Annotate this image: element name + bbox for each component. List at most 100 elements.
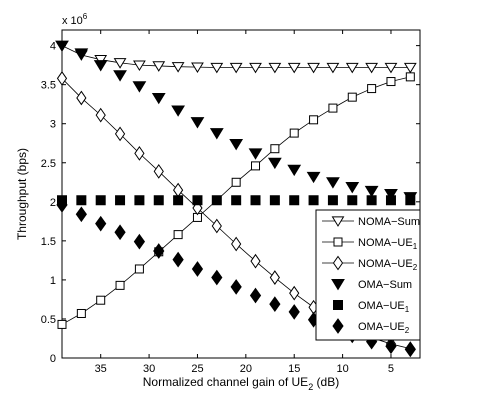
data-point — [114, 224, 126, 241]
data-point — [134, 146, 145, 161]
x-axis-title-unit: (dB) — [313, 375, 339, 389]
data-point — [211, 195, 222, 206]
data-point — [211, 269, 223, 286]
data-point — [173, 230, 183, 240]
data-point — [248, 148, 263, 160]
data-point — [171, 62, 185, 73]
data-point — [192, 195, 203, 206]
data-point — [133, 233, 146, 250]
data-point — [347, 92, 357, 102]
x-axis-title: Normalized channel gain of UE2 (dB) — [143, 375, 339, 392]
legend-label-main: OMA−UE — [358, 321, 405, 333]
data-point — [133, 60, 146, 72]
series-layer — [55, 40, 418, 358]
legend-label-subscript: 1 — [413, 242, 418, 251]
legend-label: NOMA−UE2 — [358, 258, 418, 272]
x-tick-label: 20 — [240, 363, 252, 375]
legend-item-1: NOMA−Sum — [322, 216, 420, 228]
data-point — [209, 128, 224, 140]
y-tick-label: 2 — [50, 197, 56, 209]
legend-marker — [333, 237, 343, 247]
data-point — [328, 103, 338, 113]
data-point — [113, 70, 127, 82]
data-point — [153, 243, 165, 259]
y-tick-label: 4 — [50, 41, 56, 53]
y-tick-label: 3.5 — [41, 80, 56, 92]
data-point — [171, 105, 185, 117]
legend-label: OMA−Sum — [358, 279, 412, 291]
data-point — [56, 197, 68, 213]
data-point — [364, 185, 379, 198]
data-point — [211, 218, 222, 234]
data-point — [191, 261, 204, 277]
data-point — [231, 195, 242, 206]
data-point — [367, 84, 377, 94]
x-axis-title-main: Normalized channel gain of UE — [143, 375, 308, 389]
data-point — [307, 62, 320, 74]
data-point — [269, 195, 280, 206]
legend-item-4: OMA−Sum — [331, 279, 412, 291]
data-point — [95, 107, 106, 123]
data-point — [249, 287, 262, 304]
data-point — [173, 195, 184, 206]
data-point — [306, 171, 321, 184]
legend-label-subscript: 1 — [405, 305, 410, 314]
y-tick-label: 3 — [50, 119, 56, 131]
legend-label: NOMA−UE1 — [358, 237, 418, 251]
y-tick-label: 0 — [50, 353, 56, 365]
data-point — [289, 128, 299, 138]
data-point — [384, 62, 398, 74]
data-point — [57, 319, 67, 329]
y-tick-label: 1.5 — [41, 236, 56, 248]
data-point — [93, 60, 108, 72]
data-point — [115, 195, 126, 206]
legend-item-6: OMA−UE2 — [332, 318, 410, 335]
legend-label: OMA−UE2 — [358, 321, 410, 335]
data-point — [327, 195, 338, 206]
legend-items: NOMA−SumNOMA−UE1NOMA−UE2OMA−SumOMA−UE1OM… — [322, 216, 420, 335]
data-point — [76, 90, 87, 106]
data-point — [345, 181, 360, 194]
y-tick-label: 1 — [50, 275, 56, 287]
legend-marker — [333, 300, 343, 310]
y-tick-label: 0.5 — [41, 314, 56, 326]
data-point — [251, 161, 261, 171]
data-point — [231, 236, 242, 252]
data-point — [385, 195, 396, 206]
data-point — [270, 144, 280, 154]
legend-marker — [331, 279, 345, 291]
data-point — [229, 139, 244, 151]
y-axis-multiplier: x 106 — [62, 12, 88, 27]
series-5 — [57, 195, 416, 206]
y-tick-label: 2.5 — [41, 158, 56, 170]
x-axis-title-subscript: 2 — [308, 382, 313, 392]
data-point — [74, 48, 89, 60]
data-point — [76, 308, 86, 318]
data-point — [289, 195, 300, 206]
y-multiplier-base: x 10 — [62, 15, 83, 27]
x-tick-label: 30 — [143, 363, 155, 375]
data-point — [95, 215, 107, 232]
data-point — [366, 195, 377, 206]
data-point — [287, 62, 301, 74]
data-point — [229, 62, 243, 74]
data-point — [269, 270, 280, 285]
legend-item-5: OMA−UE1 — [333, 300, 410, 314]
y-axis-title: Throughput (bps) — [15, 148, 29, 240]
data-point — [151, 92, 166, 105]
legend-marker — [331, 216, 345, 227]
data-point — [153, 195, 164, 206]
data-point — [308, 195, 319, 206]
data-point — [289, 285, 300, 301]
x-tick-label: 5 — [388, 363, 394, 375]
data-point — [386, 77, 396, 87]
data-point — [385, 338, 397, 355]
data-point — [326, 62, 340, 74]
data-point — [55, 40, 69, 52]
data-point — [114, 126, 126, 142]
data-point — [172, 251, 184, 268]
data-point — [267, 157, 282, 170]
legend: NOMA−SumNOMA−UE1NOMA−UE2OMA−SumOMA−UE1OM… — [315, 209, 421, 341]
series-6 — [56, 197, 416, 358]
